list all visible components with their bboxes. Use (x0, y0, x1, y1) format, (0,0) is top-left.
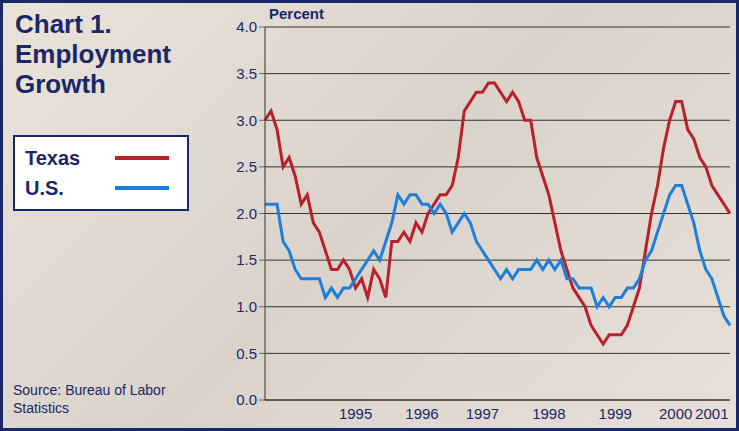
html-text:Texas: Texas (25, 146, 81, 169)
svg-text:2000: 2000 (659, 405, 692, 422)
html-text:Chart 1. Employment Growth: Chart 1. Employment Growth (15, 9, 171, 99)
svg-text:2.0: 2.0 (236, 205, 257, 222)
svg-text:1998: 1998 (532, 405, 565, 422)
html-text:Percent: Percent (269, 5, 324, 22)
svg-text:1999: 1999 (599, 405, 632, 422)
svg-text:1996: 1996 (405, 405, 438, 422)
svg-text:1995: 1995 (339, 405, 372, 422)
svg-text:4.0: 4.0 (236, 18, 257, 35)
svg-text:1.5: 1.5 (236, 251, 257, 268)
svg-text:1997: 1997 (466, 405, 499, 422)
html-text:Source: Bureau of Labor Statis: Source: Bureau of Labor Statistics (13, 382, 166, 416)
svg-text:3.0: 3.0 (236, 112, 257, 129)
svg-text:3.5: 3.5 (236, 65, 257, 82)
html-text:U.S.: U.S. (25, 176, 64, 199)
svg-text:1.0: 1.0 (236, 298, 257, 315)
svg-text:2.5: 2.5 (236, 158, 257, 175)
svg-text:0.0: 0.0 (236, 391, 257, 408)
svg-text:2001: 2001 (695, 405, 728, 422)
svg-text:0.5: 0.5 (236, 345, 257, 362)
